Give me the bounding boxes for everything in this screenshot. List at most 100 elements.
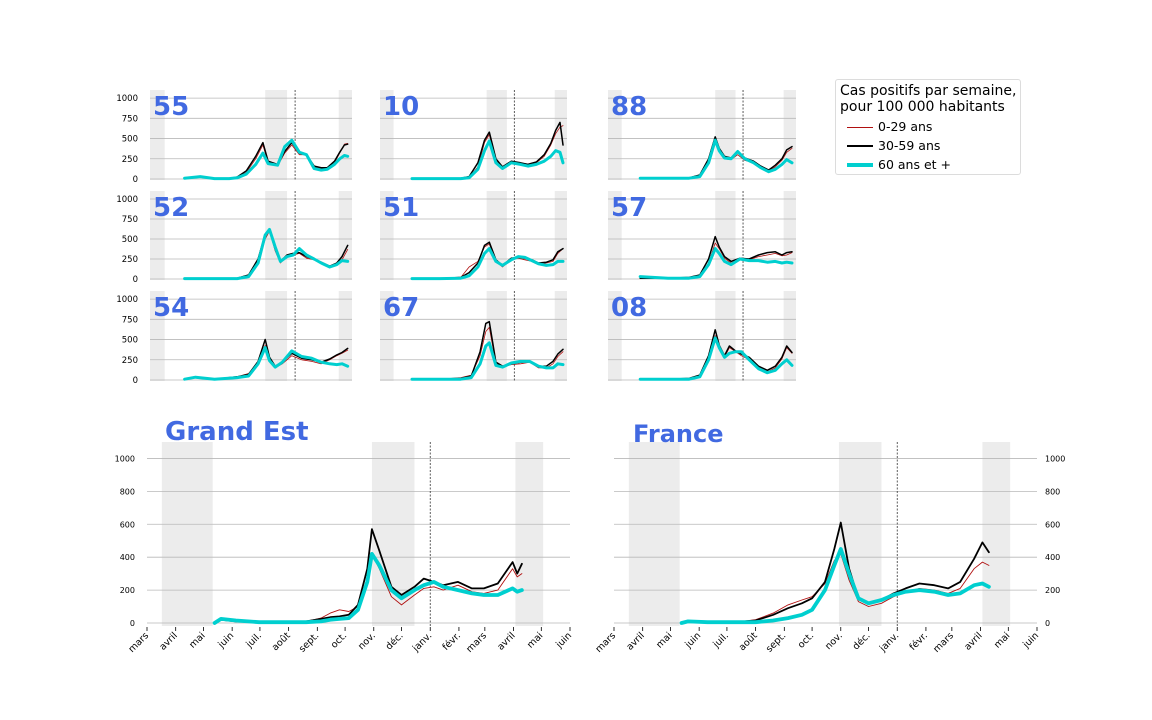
panel-08: 08: [608, 291, 796, 381]
ytick-label-750: 750: [122, 215, 138, 225]
xtick-label-12: mars: [931, 630, 956, 655]
panel-title: 51: [383, 193, 419, 223]
panel-52: 0 250 500 750 1000 52: [116, 191, 352, 285]
xtick-label-11: févr.: [908, 630, 931, 653]
shaded-period-2: [554, 90, 567, 180]
legend-item-0-29: 0-29 ans: [847, 119, 933, 135]
shaded-period-1: [715, 191, 736, 280]
xtick-label-7: oct.: [796, 630, 816, 650]
ytick-label-600: 600: [120, 520, 135, 529]
ytick-label-500: 500: [122, 235, 138, 245]
ytick-label-1000: 1000: [115, 454, 135, 463]
shaded-period-2: [338, 291, 352, 381]
series-line-60-ans-et-: [638, 138, 794, 180]
shaded-period-2: [783, 191, 796, 280]
xtick-label-5: août: [270, 630, 293, 653]
legend-swatch-0-29: [847, 127, 873, 128]
ytick-label-400: 400: [120, 553, 135, 562]
shaded-period-2: [515, 442, 544, 626]
shaded-period-2: [982, 442, 1011, 626]
legend-item-30-59: 30-59 ans: [847, 138, 941, 154]
xtick-label-5: août: [737, 630, 760, 653]
xtick-label-15: juin: [1020, 630, 1041, 651]
ytick-label-200: 200: [1045, 586, 1060, 595]
panel-67: 67: [380, 291, 567, 381]
shaded-period-0: [161, 442, 213, 626]
series-line-60-ans-et-: [212, 552, 524, 625]
xtick-label-6: sept.: [297, 630, 321, 654]
shaded-period-2: [554, 291, 567, 381]
shaded-period-2: [783, 291, 796, 381]
shaded-period-1: [265, 90, 288, 180]
xtick-label-4: juil.: [244, 630, 264, 650]
ytick-label-1000: 1000: [116, 94, 138, 104]
xtick-label-14: mai: [525, 630, 545, 650]
xtick-label-13: avril: [962, 630, 984, 652]
panel-10: 10: [380, 90, 567, 181]
xtick-label-10: janv.: [410, 630, 434, 654]
xtick-label-7: oct.: [329, 630, 349, 650]
shaded-period-2: [783, 90, 796, 180]
xtick-label-1: avril: [624, 630, 646, 652]
shaded-period-0: [380, 191, 394, 280]
series-line-60-ans-et-: [183, 227, 350, 281]
ytick-label-250: 250: [122, 155, 138, 165]
legend-title-line1: Cas positifs par semaine,: [840, 83, 1017, 99]
shaded-period-0: [150, 191, 165, 280]
legend: Cas positifs par semaine, pour 100 000 h…: [835, 79, 1021, 175]
shaded-period-0: [380, 291, 394, 381]
xtick-label-3: juin: [216, 630, 237, 651]
panel-title: 67: [383, 293, 419, 323]
xtick-label-4: juil.: [711, 630, 731, 650]
ytick-label-1000: 1000: [116, 295, 138, 305]
ytick-label-250: 250: [122, 255, 138, 265]
panel-54: 0 250 500 750 1000 54: [116, 291, 352, 386]
legend-label-30-59: 30-59 ans: [878, 138, 941, 153]
series-line-60-ans-et-: [410, 341, 565, 381]
shaded-period-0: [608, 291, 622, 381]
shaded-period-0: [628, 442, 680, 626]
legend-title-line2: pour 100 000 habitants: [840, 99, 1005, 115]
ytick-label-200: 200: [120, 586, 135, 595]
shaded-period-1: [715, 291, 736, 381]
shaded-period-1: [838, 442, 882, 626]
xtick-label-2: mai: [654, 630, 674, 650]
series-line-60-ans-et-: [410, 139, 565, 181]
xtick-label-0: mars: [593, 630, 618, 655]
series-line-60-ans-et-: [638, 336, 794, 381]
panel-title: 88: [611, 92, 647, 122]
xtick-label-12: mars: [464, 630, 489, 655]
xtick-label-10: janv.: [877, 630, 901, 654]
ytick-label-1000: 1000: [116, 195, 138, 205]
ytick-label-750: 750: [122, 114, 138, 124]
shaded-period-1: [486, 90, 507, 180]
panel-title: 54: [153, 293, 189, 323]
xtick-label-9: déc.: [384, 630, 406, 652]
xtick-label-8: nov.: [356, 630, 378, 652]
panel-title: 57: [611, 193, 647, 223]
legend-swatch-30-59: [847, 145, 873, 147]
panel-title: 55: [153, 92, 189, 122]
legend-swatch-60-plus: [847, 163, 873, 167]
legend-title: Cas positifs par semaine, pour 100 000 h…: [840, 83, 1016, 115]
shaded-period-2: [338, 90, 352, 180]
ytick-label-800: 800: [1045, 487, 1060, 496]
xtick-label-11: févr.: [441, 630, 464, 653]
ytick-label-750: 750: [122, 315, 138, 325]
legend-label-0-29: 0-29 ans: [878, 119, 933, 134]
series-line-60-ans-et-: [410, 247, 565, 281]
shaded-period-1: [715, 90, 736, 180]
series-line-30-59-ans: [639, 329, 793, 380]
xtick-label-0: mars: [126, 630, 151, 655]
shaded-period-2: [338, 191, 352, 280]
ytick-label-400: 400: [1045, 553, 1060, 562]
ytick-label-0: 0: [130, 619, 135, 628]
shaded-period-0: [150, 291, 165, 381]
ytick-label-800: 800: [120, 487, 135, 496]
series-line-60-ans-et-: [183, 138, 350, 181]
series-line-30-59-ans: [680, 521, 990, 624]
shaded-period-2: [554, 191, 567, 280]
panel-title: 52: [153, 193, 189, 223]
panel-88: 88: [608, 90, 796, 180]
